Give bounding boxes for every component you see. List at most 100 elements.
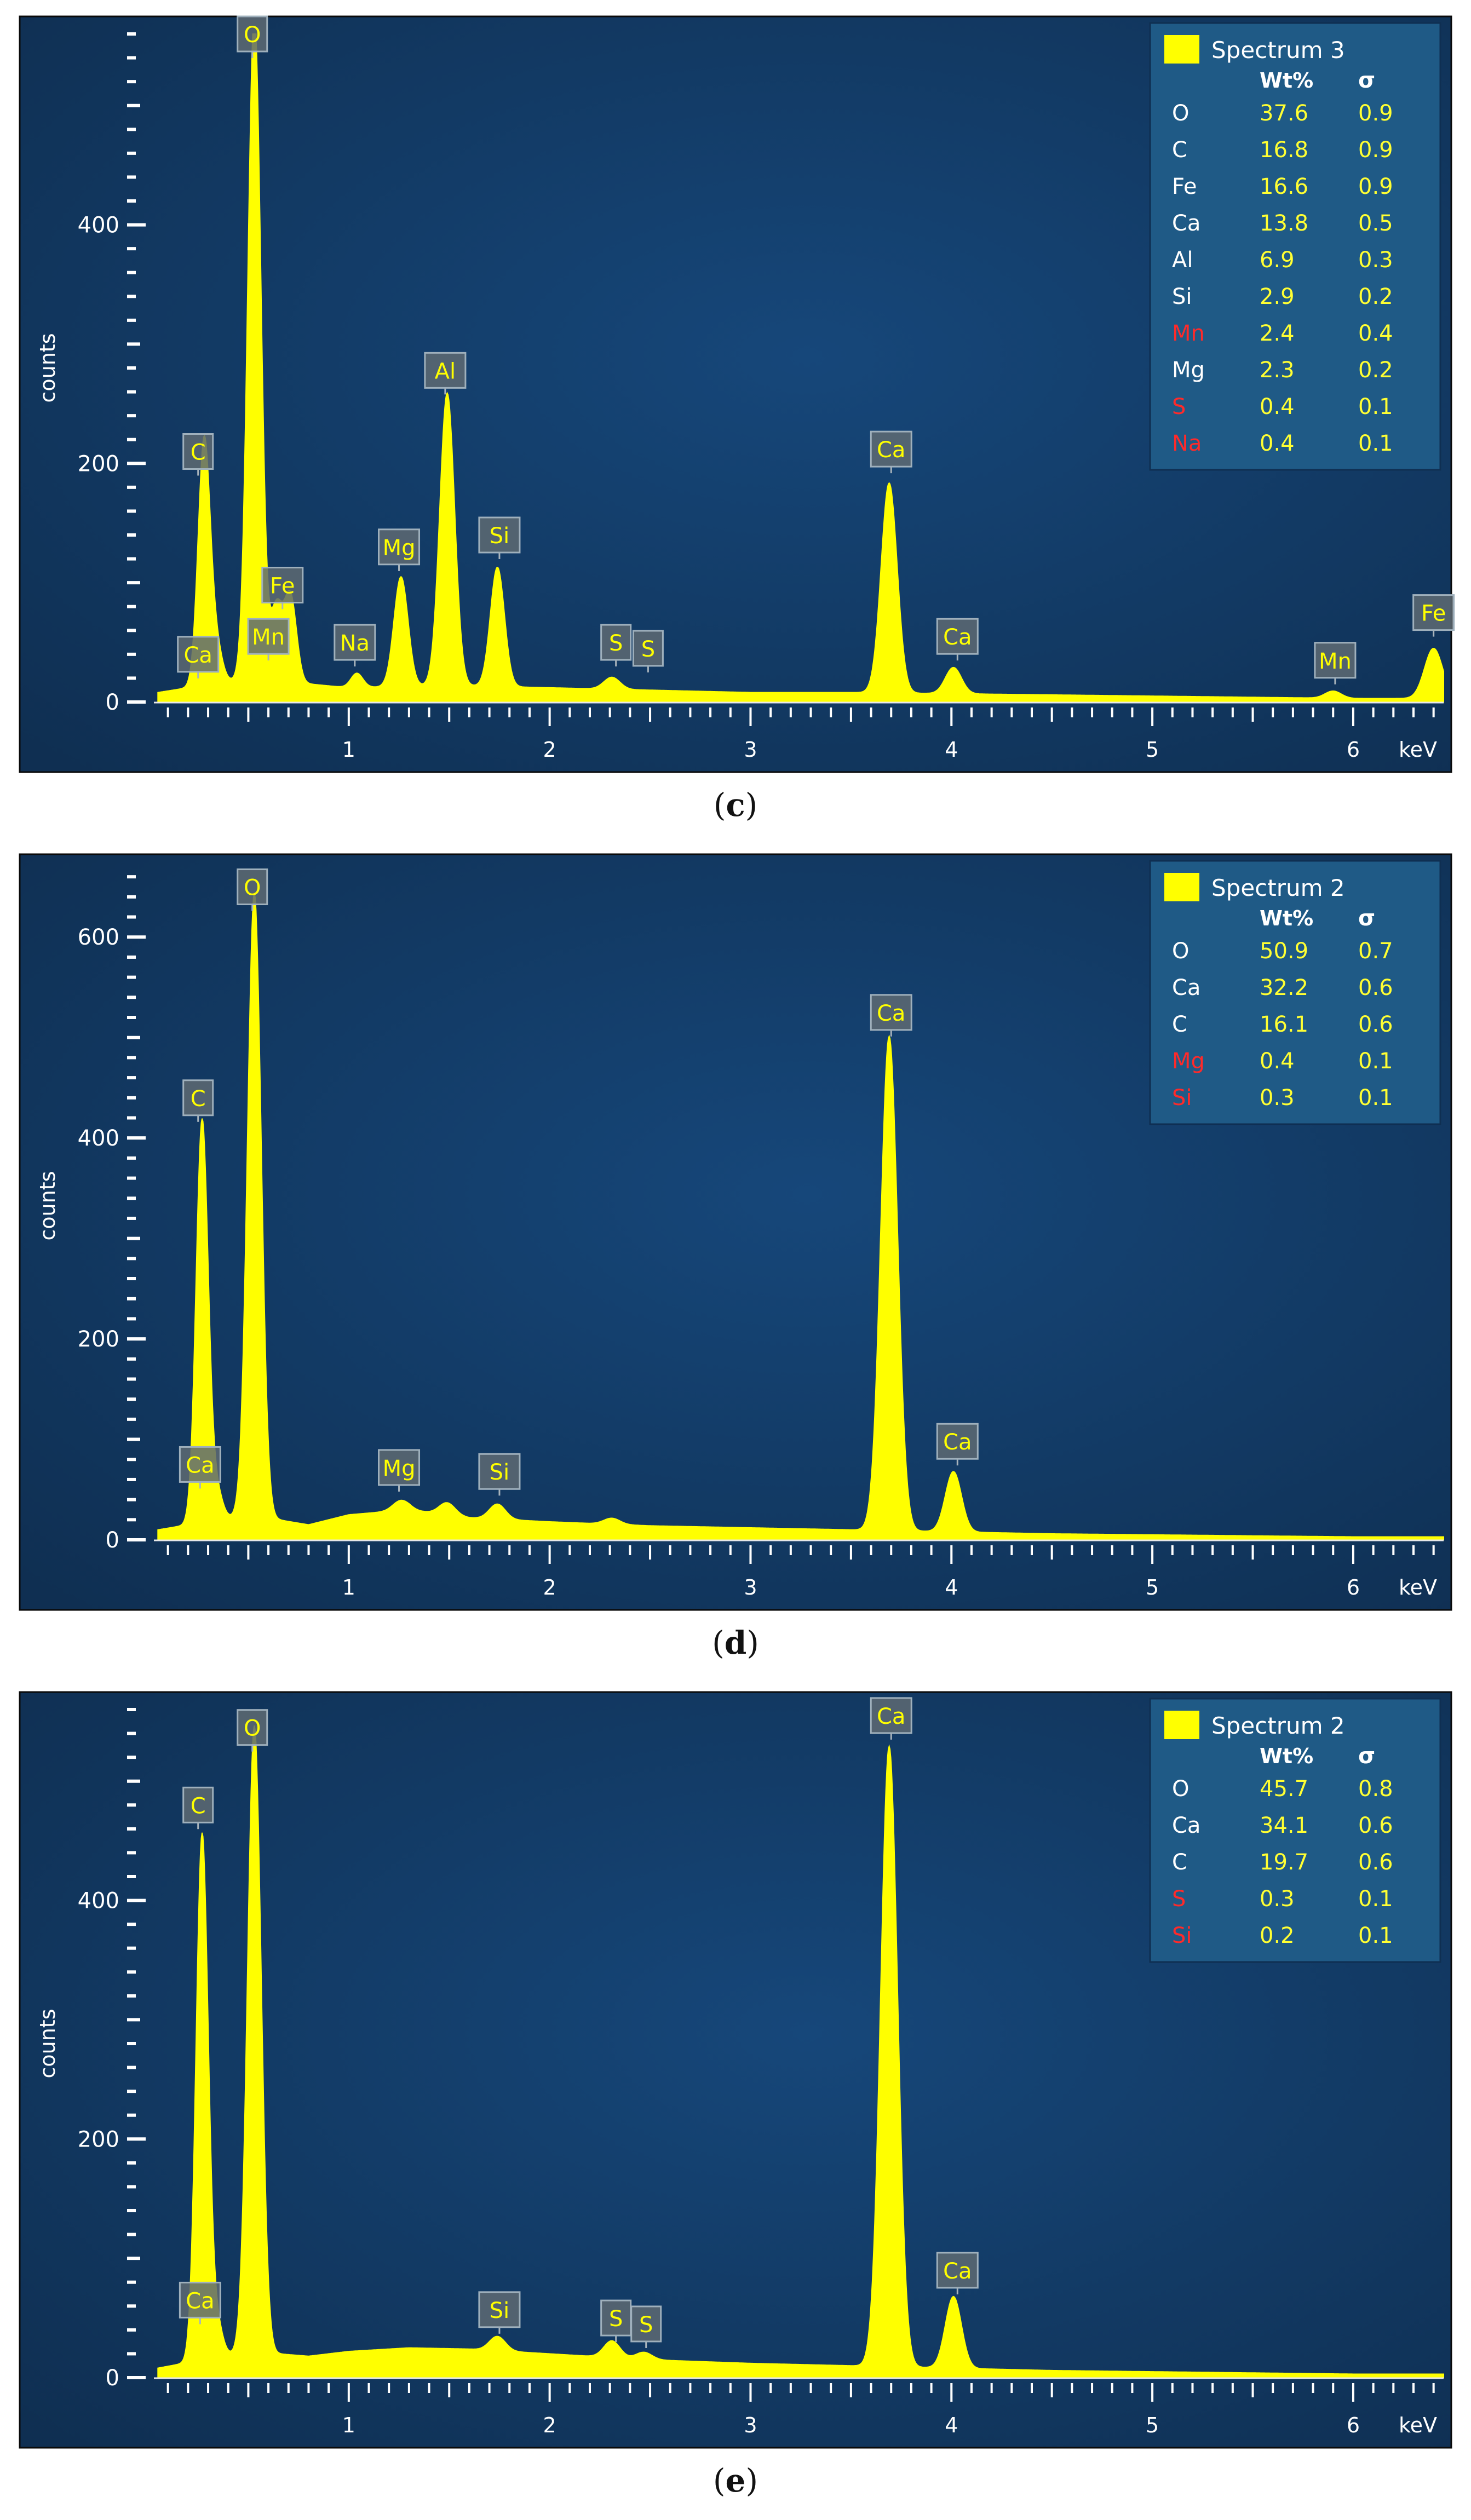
y-tick-label: 400 bbox=[78, 213, 119, 238]
peak-label-text: Si bbox=[490, 1460, 510, 1485]
legend-wt-value: 16.6 bbox=[1260, 174, 1308, 199]
legend-header-wt: Wt% bbox=[1260, 1744, 1313, 1768]
legend-sigma-value: 0.1 bbox=[1358, 1085, 1393, 1111]
peak-label-box bbox=[936, 618, 979, 655]
legend-header-sigma: σ bbox=[1358, 906, 1375, 931]
y-tick-label: 0 bbox=[106, 1528, 119, 1553]
legend-element-mg: Mg bbox=[1172, 358, 1205, 383]
peak-label-mg: Mg bbox=[378, 1449, 421, 1492]
legend-wt-value: 19.7 bbox=[1260, 1850, 1308, 1875]
legend-wt-value: 50.9 bbox=[1260, 939, 1308, 964]
peak-label-box bbox=[261, 567, 304, 603]
peak-label-text: O bbox=[244, 1716, 261, 1741]
x-tick-label: 6 bbox=[1347, 2413, 1360, 2437]
peak-label-text: Ca bbox=[943, 625, 972, 650]
x-tick-label: 5 bbox=[1146, 738, 1159, 762]
peak-label-ca: Ca bbox=[870, 430, 912, 474]
peak-label-box bbox=[1314, 642, 1357, 679]
legend-element-na: Na bbox=[1172, 431, 1202, 456]
peak-label-text: Mg bbox=[383, 1456, 416, 1481]
peak-label-text: Ca bbox=[186, 2288, 214, 2314]
y-tick-label: 200 bbox=[78, 1327, 119, 1352]
legend-box bbox=[1149, 22, 1441, 471]
caption-open: ( bbox=[712, 2462, 726, 2499]
legend-element-al: Al bbox=[1172, 248, 1193, 273]
legend-element-fe: Fe bbox=[1172, 174, 1197, 199]
legend-wt-value: 0.3 bbox=[1260, 1886, 1295, 1912]
peak-label-ca: Ca bbox=[870, 994, 912, 1037]
peak-label-text: Ca bbox=[943, 2259, 972, 2284]
peak-label-box bbox=[334, 624, 376, 661]
legend-element-o: O bbox=[1172, 1776, 1189, 1802]
x-tick-label: 5 bbox=[1146, 2413, 1159, 2437]
x-tick-label: 4 bbox=[945, 2413, 958, 2437]
legend-box bbox=[1149, 1698, 1441, 1963]
legend-wt-value: 32.2 bbox=[1260, 975, 1308, 1000]
peak-label-box bbox=[237, 15, 268, 53]
y-tick-label: 400 bbox=[78, 1889, 119, 1914]
peak-label-s: S bbox=[600, 2299, 632, 2343]
peak-label-box bbox=[936, 1423, 979, 1460]
x-unit-label: keV bbox=[1399, 1575, 1437, 1600]
x-tick-label: 1 bbox=[342, 1575, 355, 1600]
peak-label-si: Si bbox=[478, 2291, 521, 2334]
legend-element-s: S bbox=[1172, 1886, 1186, 1912]
peak-label-box bbox=[424, 352, 467, 389]
peak-label-text: Ca bbox=[186, 1453, 214, 1478]
peak-label-c: C bbox=[182, 433, 214, 476]
peak-label-box bbox=[182, 433, 214, 470]
legend-element-o: O bbox=[1172, 939, 1189, 964]
peak-label-box bbox=[870, 994, 912, 1031]
y-tick-label: 600 bbox=[78, 925, 119, 950]
legend-wt-value: 0.4 bbox=[1260, 1049, 1295, 1074]
x-tick-label: 4 bbox=[945, 1575, 958, 1600]
peak-label-mn: Mn bbox=[1314, 642, 1357, 684]
legend-sigma-value: 0.9 bbox=[1358, 137, 1393, 163]
x-tick-label: 3 bbox=[744, 2413, 757, 2437]
y-axis-label: counts bbox=[36, 333, 60, 402]
peak-label-box bbox=[378, 528, 421, 566]
peak-label-box bbox=[870, 1697, 912, 1734]
caption-close: ) bbox=[745, 2462, 759, 2499]
caption-close: ) bbox=[745, 786, 758, 824]
legend-header-sigma: σ bbox=[1358, 68, 1375, 93]
legend-wt-value: 34.1 bbox=[1260, 1813, 1308, 1838]
peak-label-ca: Ca bbox=[936, 618, 979, 661]
panel-caption-c: (c) bbox=[0, 789, 1471, 821]
peak-label-text: Na bbox=[340, 631, 370, 656]
peak-label-box bbox=[630, 2305, 662, 2343]
legend-header-wt: Wt% bbox=[1260, 906, 1313, 930]
peak-label-text: Fe bbox=[1421, 601, 1446, 626]
legend: Spectrum 2 Wt% σ O 45.7 0.8 Ca 34.1 0.6 C 19.7 0.6 S… bbox=[1149, 1698, 1441, 1963]
legend-sigma-value: 0.1 bbox=[1358, 1923, 1393, 1948]
peak-label-box bbox=[478, 516, 521, 554]
x-tick-label: 6 bbox=[1347, 1575, 1360, 1600]
spectrum-panel-c: 1 2 3 4 5 6 keV 0 200 400 counts O C Ca Fe Mn Na Mg Al Si S S… bbox=[0, 0, 1471, 821]
x-tick-label: 6 bbox=[1347, 738, 1360, 762]
legend-element-ca: Ca bbox=[1172, 975, 1200, 1000]
peak-label-text: S bbox=[609, 2306, 623, 2332]
peak-label-text: Al bbox=[435, 359, 456, 384]
peak-label-al: Al bbox=[424, 352, 467, 395]
legend-swatch bbox=[1164, 1711, 1199, 1739]
legend-wt-value: 2.4 bbox=[1260, 321, 1295, 346]
peak-label-text: C bbox=[191, 1086, 206, 1112]
peak-label-box bbox=[600, 2299, 632, 2337]
legend-element-si: Si bbox=[1172, 284, 1192, 309]
legend-sigma-value: 0.1 bbox=[1358, 431, 1393, 456]
peak-label-box bbox=[478, 1453, 521, 1490]
legend-sigma-value: 0.9 bbox=[1358, 174, 1393, 199]
legend-swatch bbox=[1164, 873, 1199, 901]
legend-element-ca: Ca bbox=[1172, 1813, 1200, 1838]
legend-wt-value: 0.4 bbox=[1260, 394, 1295, 419]
caption-open: ( bbox=[713, 786, 726, 824]
legend-sigma-value: 0.4 bbox=[1358, 321, 1393, 346]
legend-wt-value: 2.9 bbox=[1260, 284, 1295, 309]
legend-wt-value: 0.3 bbox=[1260, 1085, 1295, 1111]
peak-label-s: S bbox=[632, 630, 664, 672]
peak-label-ca: Ca bbox=[177, 636, 220, 678]
x-unit-label: keV bbox=[1399, 738, 1437, 762]
peak-label-s: S bbox=[600, 624, 632, 667]
legend-wt-value: 16.8 bbox=[1260, 137, 1308, 163]
